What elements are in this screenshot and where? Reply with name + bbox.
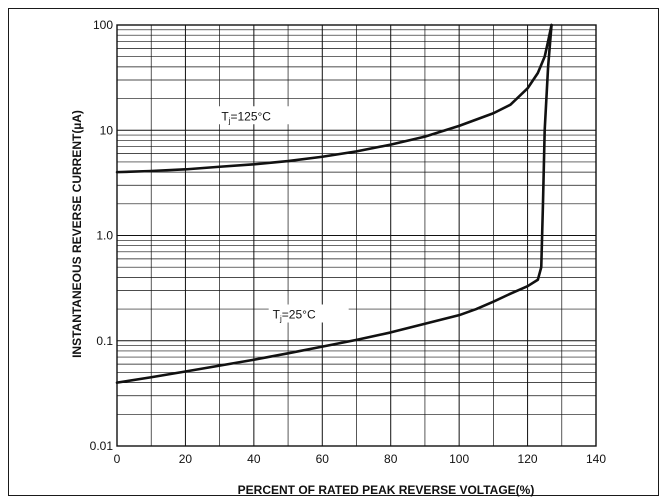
series-curve-0 (115, 23, 553, 174)
x-tick-label: 140 (586, 452, 606, 466)
curves (115, 23, 553, 384)
series-label: Tj=25°C (273, 307, 316, 323)
grid (116, 24, 597, 447)
series-curve-1 (115, 23, 553, 384)
tick-labels: 0 20 40 60 80 100 120 140 0.01 0.1 1.0 10 100 (90, 18, 607, 466)
series-label-bg (268, 304, 349, 323)
series-labels: Tj=125°C Tj=25°C (217, 106, 349, 323)
x-tick-label: 0 (114, 452, 121, 466)
x-tick-label: 80 (384, 452, 398, 466)
x-tick-label: 20 (179, 452, 193, 466)
y-axis-title: INSTANTANEOUS REVERSE CURRENT(µA) (70, 110, 84, 358)
x-tick-label: 100 (449, 452, 469, 466)
y-tick-label: 0.01 (90, 439, 114, 453)
y-tick-label: 0.1 (96, 334, 113, 348)
series-label-bg (217, 106, 298, 125)
y-tick-label: 10 (100, 123, 114, 137)
x-tick-label: 120 (518, 452, 538, 466)
series-label: Tj=125°C (221, 109, 271, 125)
x-tick-label: 40 (247, 452, 261, 466)
x-axis-title: PERCENT OF RATED PEAK REVERSE VOLTAGE(%) (238, 483, 535, 497)
y-tick-label: 1.0 (96, 229, 113, 243)
y-tick-label: 100 (93, 18, 113, 32)
plot-border (116, 24, 597, 447)
x-tick-label: 60 (316, 452, 330, 466)
